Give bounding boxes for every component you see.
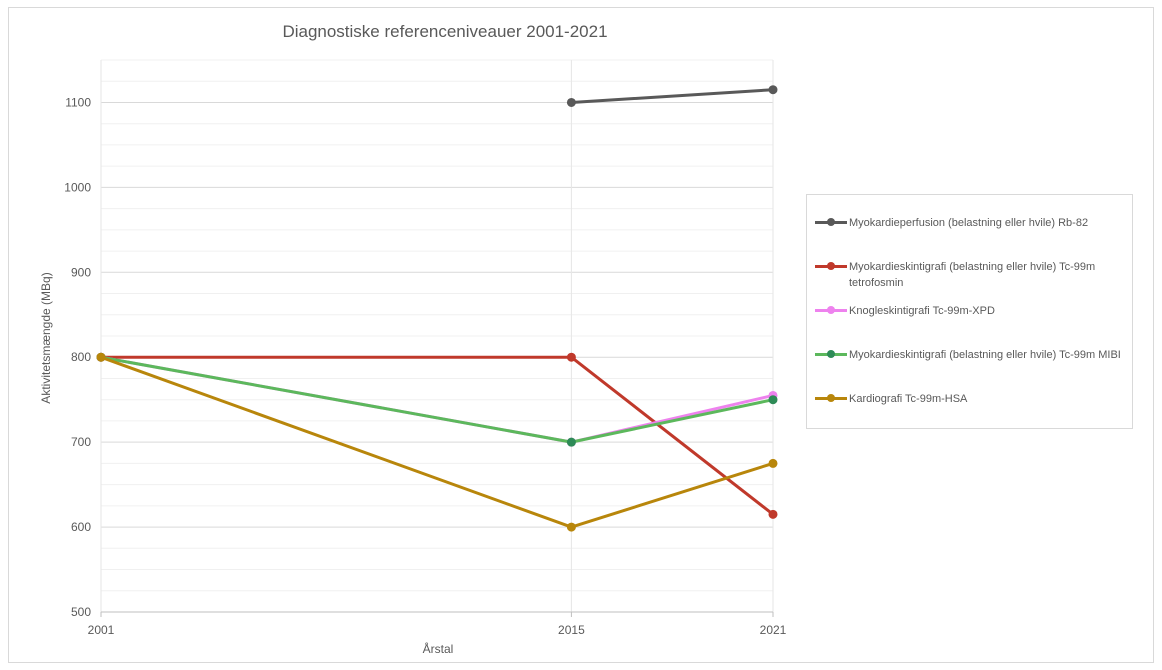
legend-item-rb82: Myokardieperfusion (belastning eller hvi… (815, 215, 1124, 231)
series-lines (96, 85, 778, 532)
axes (100, 611, 774, 617)
legend-marker (815, 348, 847, 360)
y-tick-label: 500 (71, 605, 91, 619)
gridlines (100, 59, 774, 612)
y-tick-label: 800 (71, 350, 91, 364)
legend-label: Myokardieskintigrafi (belastning eller h… (849, 349, 1121, 361)
data-point (768, 395, 778, 405)
x-tick-label: 2001 (88, 623, 115, 637)
data-point (566, 437, 576, 447)
x-axis-title: Årstal (423, 641, 454, 656)
series-0 (566, 85, 778, 107)
y-tick-labels: 500 600 700 800 900 1000 1100 (64, 95, 91, 619)
series-line (99, 355, 775, 516)
series-line (569, 88, 775, 104)
legend-item-tetrofosmin: Myokardieskintigrafi (belastning eller h… (815, 259, 1124, 291)
legend-item-mibi: Myokardieskintigrafi (belastning eller h… (815, 347, 1124, 363)
x-tick-label: 2021 (760, 623, 787, 637)
data-point (96, 352, 106, 362)
data-point (768, 458, 778, 468)
legend-marker (815, 304, 847, 316)
legend-item-hsa: Kardiografi Tc-99m-HSA (815, 391, 1124, 407)
legend-label: Myokardieperfusion (belastning eller hvi… (849, 217, 1089, 229)
legend: Myokardieperfusion (belastning eller hvi… (806, 194, 1133, 429)
y-axis-title: Aktivitetsmængde (MBq) (39, 272, 53, 403)
y-tick-label: 900 (71, 265, 91, 279)
y-tick-label: 1100 (65, 95, 91, 109)
legend-label: Myokardieskintigrafi (belastning eller h… (849, 261, 1096, 289)
legend-label: Knogleskintigrafi Tc-99m-XPD (849, 305, 995, 317)
y-tick-label: 600 (71, 520, 91, 534)
y-tick-label: 1000 (64, 180, 91, 194)
data-point (566, 522, 576, 532)
legend-item-xpd: Knogleskintigrafi Tc-99m-XPD (815, 303, 1124, 319)
legend-marker (815, 260, 847, 272)
x-tick-label: 2015 (558, 623, 585, 637)
data-point (768, 509, 778, 519)
data-point (768, 85, 778, 95)
chart-title: Diagnostiske referenceniveauer 2001-2021 (282, 22, 607, 41)
x-tick-labels: 2001 2015 2021 (88, 623, 787, 637)
legend-label: Kardiografi Tc-99m-HSA (849, 393, 968, 405)
legend-marker (815, 216, 847, 228)
legend-marker (815, 392, 847, 404)
data-point (566, 352, 576, 362)
data-point (566, 97, 576, 107)
y-tick-label: 700 (71, 435, 91, 449)
series-4 (96, 352, 778, 532)
